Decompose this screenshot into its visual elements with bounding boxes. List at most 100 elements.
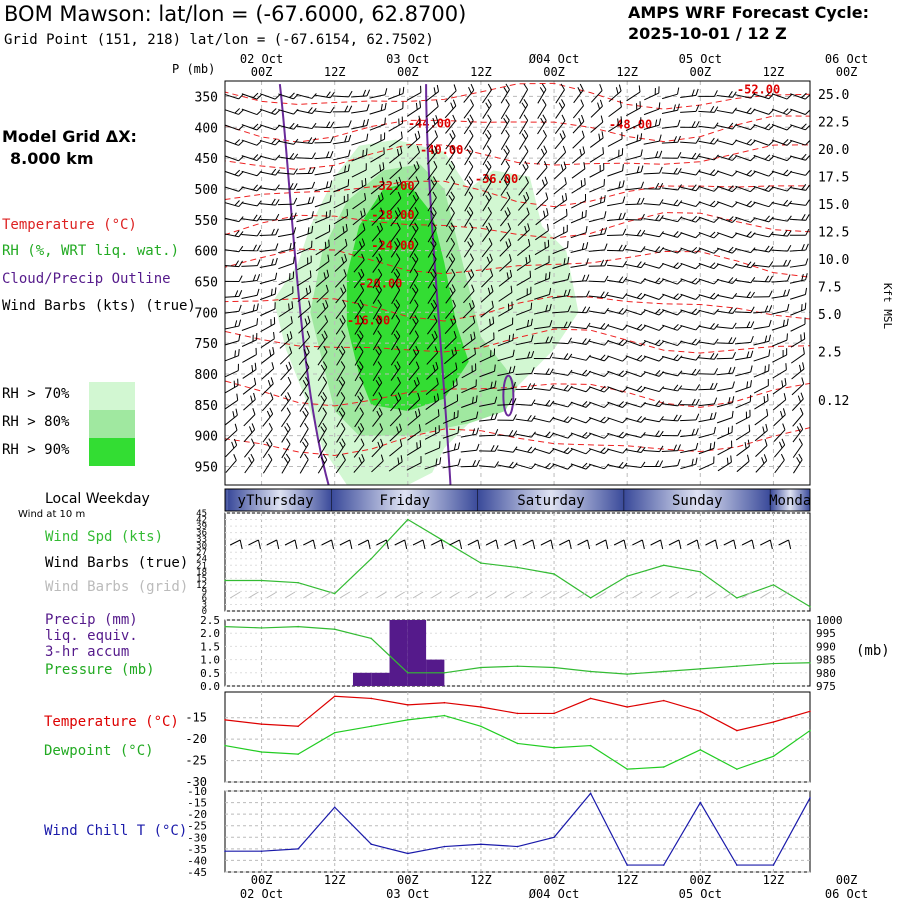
barb-flag [253, 377, 257, 385]
wind-barb [442, 410, 459, 424]
barb-flag [622, 387, 628, 393]
barb-shaft [735, 124, 751, 131]
wind-barbs-grid-label: Wind Barbs (grid) [45, 579, 189, 595]
barb-shaft [517, 245, 531, 257]
barb-flag [525, 257, 528, 264]
barb-shaft [241, 234, 258, 237]
wind-barb [354, 330, 364, 351]
barb-flag [322, 422, 327, 430]
wind-barb [698, 308, 719, 315]
pressure-line-point [516, 665, 519, 667]
wind-barb [698, 137, 719, 145]
wind-barb [607, 116, 623, 132]
surface-wind-barb [733, 539, 737, 550]
wind-barb [518, 160, 529, 181]
barb-flag [451, 145, 456, 152]
barb-flag [329, 92, 335, 99]
barb-shaft [698, 155, 715, 161]
barb-flag [732, 366, 736, 374]
barb-flag [764, 154, 771, 160]
barb-shaft [317, 321, 328, 335]
barb-shaft [391, 305, 401, 320]
barb-shaft [792, 428, 804, 443]
wind-barb [716, 139, 738, 146]
barb-shaft [480, 307, 494, 318]
wind-barb [698, 90, 718, 97]
wind-chill-line-point [297, 848, 299, 850]
barb-flag [412, 318, 417, 325]
barb-flag [330, 136, 334, 143]
barb-flag [658, 401, 665, 407]
wind-barb [754, 393, 769, 410]
barb-shaft [262, 413, 274, 427]
temperature-line-point [333, 695, 336, 698]
wind-barb [518, 129, 529, 150]
barb-flag [275, 184, 280, 191]
chill-tick-label: -20 [187, 808, 207, 821]
barb-flag [585, 242, 589, 249]
wind-barb [552, 321, 572, 329]
barb-flag [395, 330, 401, 337]
barb-shaft [369, 94, 386, 99]
barb-flag [326, 269, 330, 277]
barb-shaft [625, 449, 642, 454]
pressure-line-point [772, 662, 775, 665]
barb-shaft [753, 139, 769, 146]
barb-flag [567, 369, 573, 376]
barb-flag [344, 135, 348, 143]
barb-flag [376, 256, 381, 264]
barb-shaft [570, 232, 587, 239]
barb-shaft [735, 139, 751, 146]
barb-shaft [390, 213, 401, 227]
barb-shaft [334, 260, 347, 272]
wind-barb [680, 262, 701, 270]
barb-flag [252, 184, 258, 191]
barb-flag [505, 114, 510, 121]
barb-shaft [519, 89, 529, 104]
barb-shaft [426, 136, 438, 149]
barb-shaft [278, 307, 293, 318]
barb-flag [640, 278, 646, 284]
grid-wind-barb [595, 591, 607, 599]
barb-flag [234, 320, 238, 328]
wind-chill-line-point [662, 864, 665, 866]
barb-shaft [588, 233, 605, 238]
barb-flag [731, 217, 738, 223]
wind-barb [372, 253, 383, 273]
barb-flag [375, 349, 380, 356]
wind-barb [336, 422, 346, 443]
barb-shaft [316, 306, 329, 319]
barb-flag [618, 212, 622, 220]
barb-shaft [461, 369, 477, 379]
barb-shaft [462, 322, 476, 334]
barb-flag [640, 340, 647, 347]
barb-flag [364, 178, 367, 185]
barb-flag [618, 431, 624, 438]
temperature-line-point [809, 710, 811, 713]
barb-flag [527, 383, 532, 390]
barb-flag [238, 319, 242, 327]
barb-flag [768, 290, 773, 297]
barb-flag [453, 330, 457, 338]
surface-wind-barb [568, 539, 572, 550]
barb-flag [677, 444, 681, 451]
wind-barb [409, 222, 419, 243]
barb-shaft [680, 372, 697, 376]
barb-flag [709, 231, 716, 237]
barb-flag [290, 316, 293, 323]
barb-flag [802, 347, 805, 355]
barb-shaft [500, 197, 511, 212]
barb-flag [256, 215, 262, 222]
barb-shaft [518, 197, 530, 211]
barb-flag [432, 237, 437, 244]
barb-flag [358, 272, 362, 279]
barb-flag [340, 361, 346, 368]
barb-flag [508, 366, 512, 374]
barb-shaft [588, 448, 605, 455]
height-tick-label: 10.0 [818, 253, 849, 268]
wind-barb [277, 182, 298, 190]
barb-flag [256, 200, 262, 207]
barb-flag [763, 454, 768, 461]
barb-shaft [753, 280, 770, 283]
wind-barb [278, 256, 295, 270]
